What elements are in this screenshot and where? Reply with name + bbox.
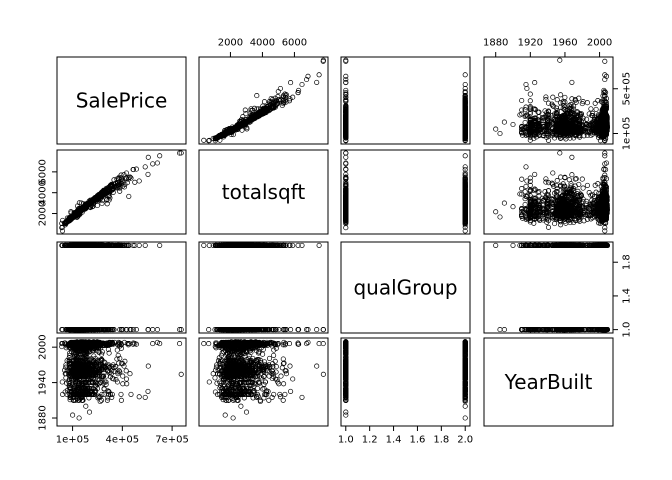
data-point <box>299 81 305 88</box>
data-point <box>527 98 533 104</box>
data-point <box>275 88 281 95</box>
panel-frame <box>198 56 329 145</box>
panel-saleprice-vs-qualgroup <box>340 56 471 145</box>
data-point <box>288 80 294 86</box>
data-point <box>550 94 556 100</box>
data-point <box>558 104 564 110</box>
data-point <box>553 105 559 111</box>
data-point <box>248 106 254 112</box>
data-point <box>248 107 254 114</box>
data-point <box>602 58 608 64</box>
data-point <box>593 106 599 112</box>
panel-saleprice-vs-totalsqft <box>198 56 329 145</box>
data-point <box>588 106 594 112</box>
data-point <box>343 73 349 79</box>
data-point <box>554 97 560 103</box>
data-point <box>557 57 563 63</box>
data-point <box>275 94 281 100</box>
panel-totalsqft-vs-saleprice <box>56 149 187 235</box>
data-point <box>501 119 507 125</box>
data-point <box>296 87 302 93</box>
data-point <box>510 121 516 128</box>
panel-saleprice-vs-yearbuilt <box>483 56 614 145</box>
panels <box>56 56 614 427</box>
data-point <box>316 72 322 78</box>
data-point <box>532 80 538 86</box>
data-point <box>126 193 132 199</box>
data-point <box>201 137 207 143</box>
data-point <box>277 85 283 92</box>
data-point <box>569 79 575 85</box>
data-point <box>522 119 528 126</box>
data-point <box>584 100 590 106</box>
data-point <box>304 76 310 83</box>
data-point <box>243 111 249 117</box>
data-point <box>523 104 529 110</box>
data-point <box>592 100 598 106</box>
data-point <box>562 94 568 100</box>
panel-frame <box>340 56 471 145</box>
data-point <box>274 101 280 107</box>
data-point <box>497 130 503 137</box>
data-point <box>558 92 564 98</box>
data-point <box>462 72 468 78</box>
data-point <box>523 81 529 88</box>
data-point <box>244 126 250 132</box>
panel-frame <box>56 56 187 145</box>
data-point <box>145 171 151 177</box>
data-point <box>305 73 311 79</box>
data-point <box>314 79 320 85</box>
data-point <box>242 107 248 113</box>
data-point <box>343 79 349 85</box>
data-point <box>493 126 499 132</box>
data-point <box>519 97 525 104</box>
data-point <box>254 93 260 99</box>
data-point <box>261 99 268 105</box>
data-point <box>527 91 533 97</box>
data-point <box>132 179 138 185</box>
panel-diag-saleprice <box>56 56 187 145</box>
data-point <box>282 91 288 97</box>
data-point <box>136 178 142 184</box>
